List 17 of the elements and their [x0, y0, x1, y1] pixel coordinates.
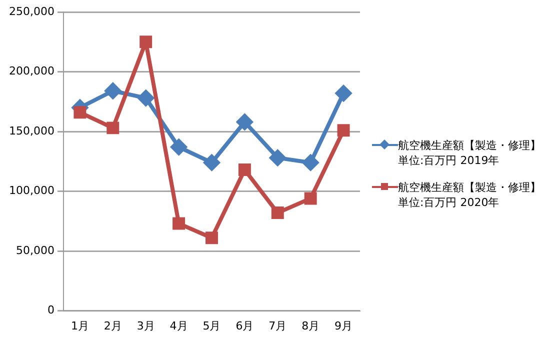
legend-label: 航空機生産額【製造・修理】単位:百万円 2020年 [398, 180, 542, 210]
x-tick-label: 7月 [268, 319, 287, 332]
y-tick-label: 50,000 [16, 244, 54, 257]
x-tick-label: 6月 [236, 319, 254, 332]
x-tick-label: 8月 [302, 319, 320, 332]
x-tick-label: 1月 [70, 319, 89, 332]
y-tick-label: 100,000 [8, 184, 54, 198]
x-tick-label: 5月 [202, 319, 221, 332]
y-tick-label: 150,000 [8, 124, 54, 138]
y-tick-label: 200,000 [8, 64, 54, 78]
x-tick-label: 3月 [136, 319, 155, 332]
y-tick-label: 250,000 [8, 4, 54, 18]
x-tick-label: 4月 [170, 319, 188, 332]
y-tick-label: 0 [47, 304, 54, 317]
x-tick-label: 9月 [334, 319, 353, 332]
legend-label: 航空機生産額【製造・修理】単位:百万円 2019年 [398, 138, 542, 168]
x-tick-label: 2月 [104, 319, 122, 332]
